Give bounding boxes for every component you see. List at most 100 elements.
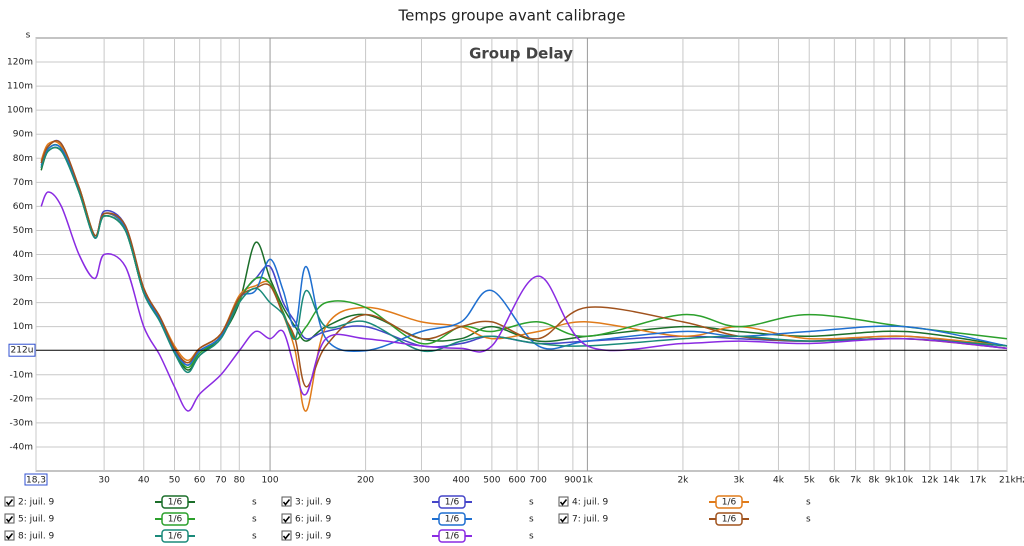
x-tick-label: 18,3 [26, 476, 46, 486]
legend-checkbox[interactable] [4, 513, 15, 524]
x-tick-label: 900 [564, 476, 581, 486]
checkbox-box[interactable] [281, 496, 292, 507]
checkbox-box[interactable] [281, 513, 292, 524]
smoothing-button[interactable] [715, 512, 743, 526]
y-tick-label: 60m [13, 202, 33, 212]
x-tick-label: 3k [733, 476, 745, 486]
checkbox-check[interactable] [282, 499, 291, 506]
legend-checkbox[interactable] [281, 496, 292, 507]
legend-checkbox[interactable] [558, 496, 569, 507]
x-tick-label: 4k [773, 476, 785, 486]
smoothing-label[interactable]: 1/6 [168, 515, 183, 525]
y-tick-label: 30m [13, 274, 33, 284]
legend-label: 6: juil. 9 [295, 515, 332, 525]
legend-unit: s [252, 532, 257, 542]
y-tick-label: 70m [13, 178, 33, 188]
checkbox-check[interactable] [5, 516, 14, 523]
x-tick-label: 60 [194, 476, 206, 486]
legend-label: 2: juil. 9 [18, 498, 55, 508]
checkbox-check[interactable] [5, 533, 14, 540]
lines [40, 139, 1008, 412]
smoothing-button[interactable] [715, 495, 743, 509]
legend-label: 4: juil. 9 [572, 498, 609, 508]
x-tick-label: 30 [98, 476, 110, 486]
x-tick-label: 1k [582, 476, 594, 486]
checkbox-box[interactable] [4, 496, 15, 507]
checkbox-check[interactable] [282, 516, 291, 523]
smoothing-button[interactable] [161, 529, 189, 543]
smoothing-label[interactable]: 1/6 [445, 515, 460, 525]
x-tick-label: 50 [169, 476, 181, 486]
legend-checkbox[interactable] [4, 496, 15, 507]
chart-title: Temps groupe avant calibrage [398, 7, 626, 25]
legend-unit: s [529, 515, 534, 525]
legend-label: 8: juil. 9 [18, 532, 55, 542]
x-start-box [24, 473, 48, 486]
y-tick-label: 100m [7, 106, 33, 116]
checkbox-box[interactable] [4, 530, 15, 541]
legend-checkbox[interactable] [281, 513, 292, 524]
x-tick-label: 40 [138, 476, 150, 486]
x-tick-label: 500 [483, 476, 500, 486]
smoothing-button[interactable] [438, 512, 466, 526]
checkbox-check[interactable] [559, 516, 568, 523]
smoothing-label[interactable]: 1/6 [722, 515, 737, 525]
smoothing-label[interactable]: 1/6 [445, 498, 460, 508]
smoothing-button[interactable] [161, 512, 189, 526]
legend-checkbox[interactable] [558, 513, 569, 524]
x-tick-label: 2k [677, 476, 689, 486]
series-line [40, 139, 1008, 366]
checkbox-box[interactable] [558, 513, 569, 524]
y-tick-label: 40m [13, 250, 33, 260]
y-unit: s [26, 31, 31, 41]
x-tick-label: 200 [357, 476, 374, 486]
checkbox-check[interactable] [282, 533, 291, 540]
legend-unit: s [529, 532, 534, 542]
legend-unit: s [252, 498, 257, 508]
y-tick-label: 110m [7, 82, 33, 92]
x-tick-label: 300 [413, 476, 430, 486]
x-tick-label: 5k [804, 476, 816, 486]
plot-subtitle: Group Delay [469, 45, 573, 63]
x-tick-label: 7k [850, 476, 862, 486]
x-tick-label: 100 [261, 476, 278, 486]
grid [35, 38, 1008, 471]
x-tick-label: 400 [453, 476, 470, 486]
checkbox-box[interactable] [4, 513, 15, 524]
legend-checkbox[interactable] [281, 530, 292, 541]
smoothing-button[interactable] [438, 529, 466, 543]
checkbox-check[interactable] [5, 499, 14, 506]
x-tick-label: 70 [215, 476, 227, 486]
y-tick-label: 120m [7, 58, 33, 68]
smoothing-button[interactable] [161, 495, 189, 509]
y-tick-label: 20m [13, 298, 33, 308]
checkbox-box[interactable] [558, 496, 569, 507]
legend-label: 3: juil. 9 [295, 498, 332, 508]
x-tick-label: 6k [829, 476, 841, 486]
x-tick-label: 80 [234, 476, 246, 486]
legend-checkbox[interactable] [4, 530, 15, 541]
x-tick-label: 14k [943, 476, 960, 486]
series-line [40, 191, 1008, 412]
legend: 2: juil. 9 1/6 s 3: juil. 9 1/6 s 4: juil. 9 1/… [4, 495, 811, 543]
y-tick-label: 50m [13, 226, 33, 236]
smoothing-label[interactable]: 1/6 [168, 532, 183, 542]
smoothing-label[interactable]: 1/6 [445, 532, 460, 542]
cursor-box [8, 343, 36, 357]
legend-label: 5: juil. 9 [18, 515, 55, 525]
legend-unit: s [252, 515, 257, 525]
series-line [40, 140, 1008, 388]
y-tick-label: 80m [13, 154, 33, 164]
y-tick-label: 90m [13, 130, 33, 140]
checkbox-check[interactable] [559, 499, 568, 506]
series-line [40, 146, 1008, 374]
checkbox-box[interactable] [281, 530, 292, 541]
y-tick-label: -30m [10, 418, 33, 428]
smoothing-label[interactable]: 1/6 [168, 498, 183, 508]
legend-unit: s [806, 515, 811, 525]
smoothing-label[interactable]: 1/6 [722, 498, 737, 508]
y-tick-label: 10m [13, 322, 33, 332]
x-tick-label: 8k [869, 476, 881, 486]
smoothing-button[interactable] [438, 495, 466, 509]
